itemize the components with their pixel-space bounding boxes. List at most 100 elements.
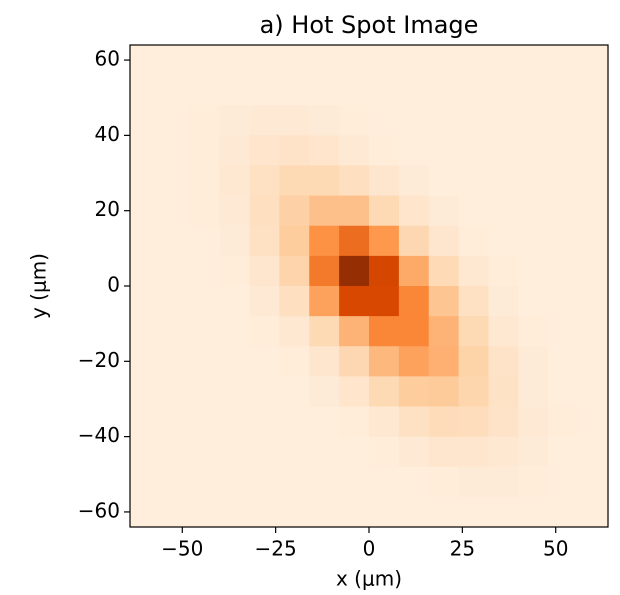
heatmap-cell: [488, 135, 519, 167]
heatmap-cell: [279, 225, 310, 257]
heatmap-cell: [189, 195, 221, 227]
heatmap-cell: [458, 466, 490, 498]
heatmap-cell: [219, 165, 251, 197]
heatmap-cell: [249, 195, 280, 227]
heatmap-cell: [398, 316, 430, 347]
heatmap-cell: [428, 225, 460, 257]
heatmap-cell: [159, 436, 191, 468]
heatmap-cell: [159, 496, 191, 528]
heatmap-cell: [398, 406, 430, 438]
heatmap-cell: [488, 255, 519, 287]
heatmap-cell: [369, 346, 400, 377]
heatmap-cell: [458, 255, 490, 287]
heatmap-cell: [189, 316, 221, 347]
heatmap-cell: [249, 165, 280, 197]
heatmap-cell: [578, 316, 609, 347]
heatmap-cell: [189, 466, 221, 498]
heatmap-cell: [339, 45, 370, 76]
heatmap-cell: [518, 135, 549, 167]
heatmap-cell: [518, 45, 549, 76]
heatmap-cell: [339, 195, 370, 227]
heatmap-cell: [189, 135, 221, 167]
heatmap-cell: [249, 286, 280, 317]
heatmap-cell: [249, 135, 280, 167]
heatmap-cell: [219, 225, 251, 257]
heatmap-cell: [279, 75, 310, 106]
heatmap-cell: [428, 45, 460, 76]
heatmap-cell: [279, 346, 310, 377]
heatmap-cell: [189, 105, 221, 136]
heatmap-cell: [458, 496, 490, 528]
heatmap-cell: [548, 75, 579, 106]
heatmap-cell: [339, 286, 370, 317]
heatmap-cell: [458, 286, 490, 317]
heatmap-cell: [428, 286, 460, 317]
heatmap-cell: [249, 466, 280, 498]
heatmap-cell: [488, 436, 519, 468]
heatmap-cell: [339, 376, 370, 408]
heatmap-cell: [279, 135, 310, 167]
heatmap-cell: [578, 376, 609, 408]
heatmap-cell: [159, 225, 191, 257]
y-tick-label: −20: [78, 348, 120, 372]
heatmap-cell: [578, 195, 609, 227]
heatmap-cell: [159, 45, 191, 76]
heatmap-cell: [219, 105, 251, 136]
heatmap-cell: [369, 436, 400, 468]
heatmap-cell: [189, 496, 221, 528]
heatmap-cell: [488, 165, 519, 197]
heatmap-cell: [279, 496, 310, 528]
heatmap-cell: [159, 466, 191, 498]
heatmap-cell: [369, 496, 400, 528]
heatmap-cell: [219, 496, 251, 528]
heatmap-cell: [249, 255, 280, 287]
heatmap-cell: [219, 346, 251, 377]
heatmap-cell: [548, 466, 579, 498]
heatmap-cell: [189, 255, 221, 287]
heatmap-cell: [249, 346, 280, 377]
heatmap-cell: [428, 376, 460, 408]
heatmap-cell: [219, 135, 251, 167]
heatmap-cell: [428, 406, 460, 438]
x-axis-label: x (μm): [336, 567, 402, 591]
heatmap-cell: [548, 105, 579, 136]
heatmap-cell: [219, 195, 251, 227]
heatmap-cell: [130, 45, 161, 76]
heatmap-cell: [548, 45, 579, 76]
heatmap-cell: [488, 346, 519, 377]
heatmap-cell: [518, 376, 549, 408]
heatmap-cell: [428, 496, 460, 528]
heatmap-cell: [249, 436, 280, 468]
heatmap-cell: [130, 75, 161, 106]
heatmap-cell: [428, 105, 460, 136]
heatmap-cell: [249, 316, 280, 347]
heatmap-cell: [518, 255, 549, 287]
heatmap-cell: [428, 195, 460, 227]
heatmap-cell: [309, 286, 340, 317]
heatmap-cell: [578, 346, 609, 377]
heatmap-cell: [398, 376, 430, 408]
heatmap-cell: [518, 466, 549, 498]
heatmap-cell: [518, 496, 549, 528]
heatmap-cell: [488, 466, 519, 498]
heatmap-cell: [518, 225, 549, 257]
heatmap-cell: [488, 496, 519, 528]
heatmap-cell: [488, 316, 519, 347]
heatmap-cell: [189, 436, 221, 468]
heatmap-cell: [339, 105, 370, 136]
heatmap-cell: [279, 406, 310, 438]
heatmap-cell: [458, 75, 490, 106]
heatmap-cell: [548, 436, 579, 468]
heatmap-cell: [518, 105, 549, 136]
heatmap-cell: [130, 255, 161, 287]
heatmap-cell: [548, 165, 579, 197]
heatmap-cell: [369, 466, 400, 498]
heatmap-cell: [369, 105, 400, 136]
heatmap-cell: [548, 195, 579, 227]
heatmap-cell: [249, 496, 280, 528]
heatmap-cell: [369, 255, 400, 287]
heatmap-cell: [189, 75, 221, 106]
heatmap-cell: [159, 406, 191, 438]
